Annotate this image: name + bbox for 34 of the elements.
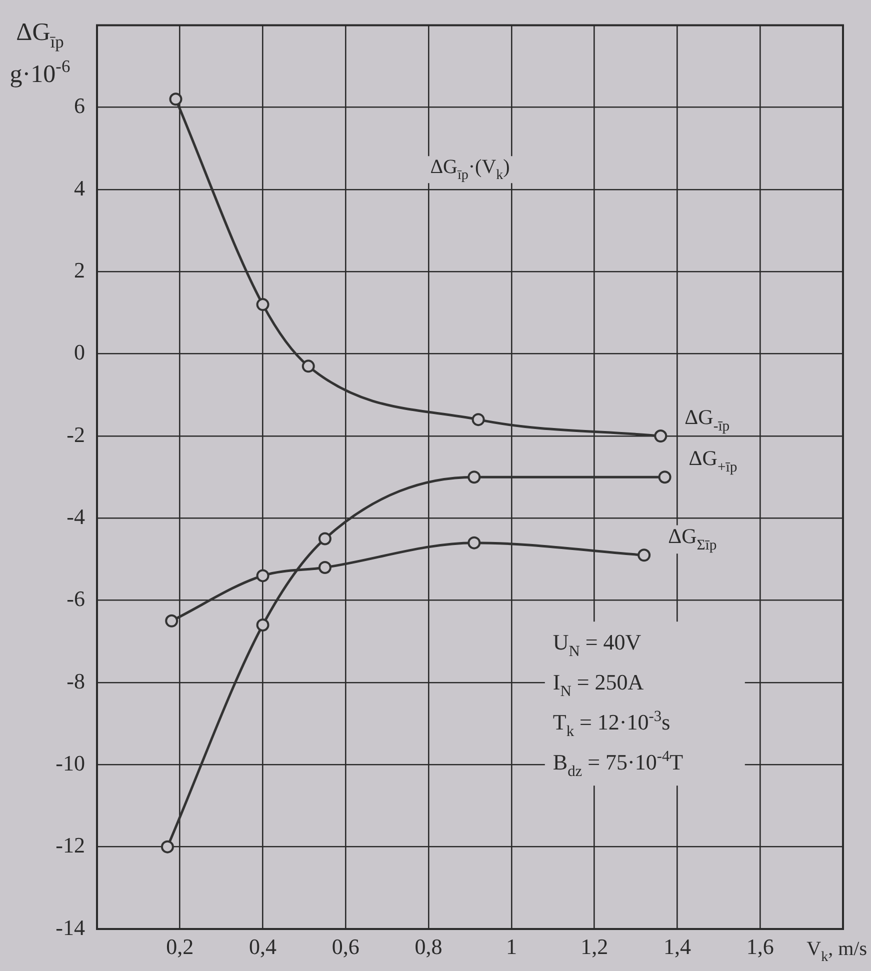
point [160, 840, 174, 854]
x-tick-label: 1,4 [663, 934, 691, 959]
y-tick-label: -6 [66, 586, 85, 612]
y-tick-label: 2 [74, 257, 85, 282]
point [658, 470, 672, 484]
y-tick-label: -4 [66, 504, 85, 529]
x-tick-label: 1,2 [580, 934, 608, 959]
x-tick-label: 1 [506, 934, 517, 959]
x-tick-label: 0,2 [166, 934, 194, 959]
x-tick-label: 1,6 [746, 934, 774, 959]
point [318, 560, 332, 574]
y-tick-label: 4 [74, 175, 85, 200]
point [318, 532, 332, 546]
x-tick-label: 0,6 [332, 934, 360, 959]
y-tick-label: -10 [56, 750, 85, 776]
point [468, 470, 481, 484]
point [256, 298, 270, 312]
y-tick-label: 6 [74, 93, 85, 118]
y-tick-label: -8 [66, 668, 85, 694]
point [302, 360, 315, 373]
point [256, 618, 270, 632]
y-tick-label: -12 [56, 832, 85, 858]
point [638, 548, 651, 562]
y-tick-label: -14 [56, 914, 85, 940]
y-tick-label: 0 [74, 340, 85, 365]
y-tick-label: -2 [66, 422, 85, 447]
point [654, 430, 668, 443]
point [256, 569, 270, 582]
x-tick-label: 0,4 [249, 934, 277, 959]
point [165, 614, 178, 628]
point [169, 92, 182, 106]
point [468, 536, 481, 550]
x-tick-label: 0,8 [414, 934, 442, 959]
point [472, 413, 485, 426]
